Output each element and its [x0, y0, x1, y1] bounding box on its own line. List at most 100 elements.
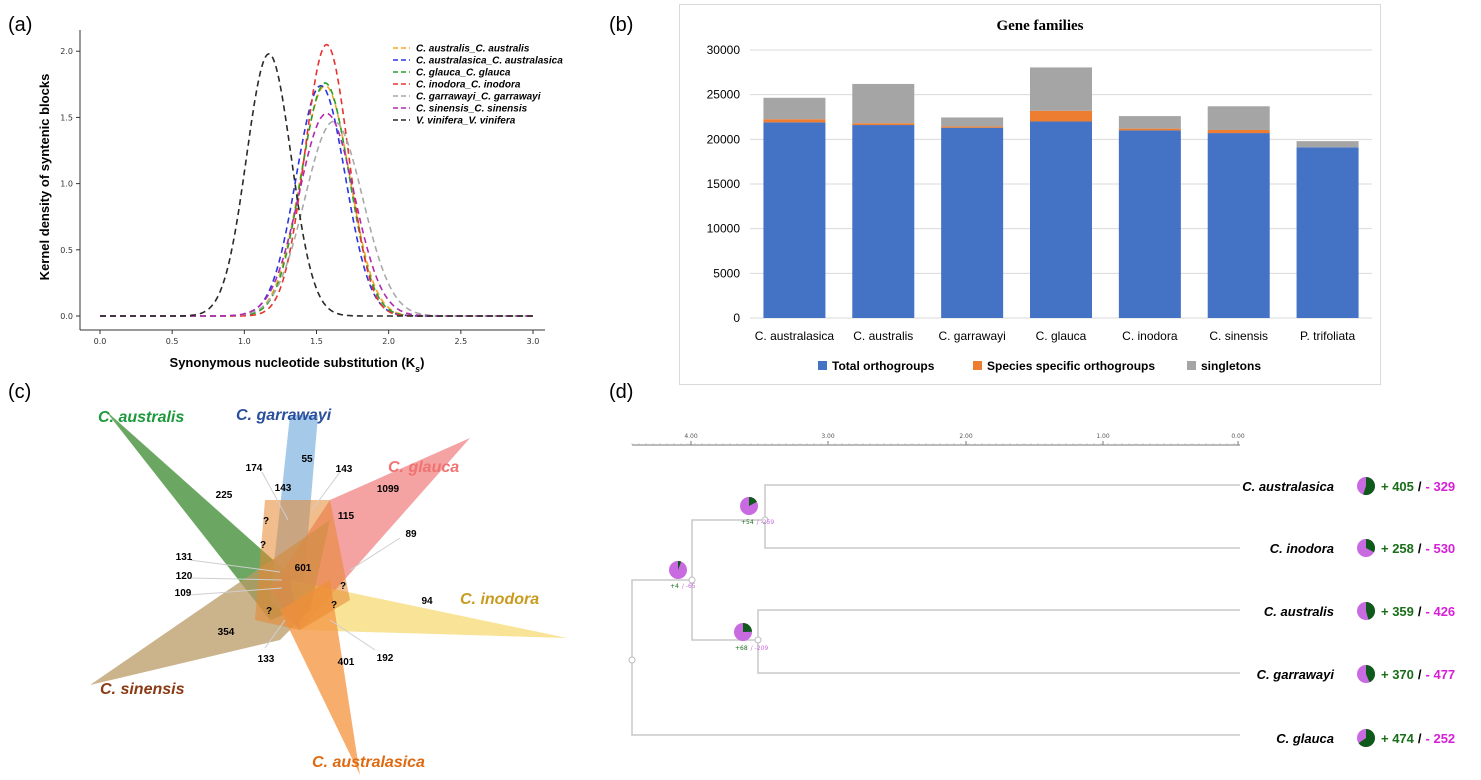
- leaf-gain-loss: + 258/- 530: [1381, 541, 1455, 556]
- petal-center: [255, 500, 350, 630]
- tree-branch: [691, 519, 765, 641]
- x-tick-label: 2.0: [382, 337, 395, 346]
- venn-count: 1099: [377, 484, 400, 495]
- bar-segment: [941, 127, 1004, 318]
- venn-count: 143: [275, 483, 292, 494]
- bar-segment: [1118, 130, 1181, 318]
- venn-set-label: C. sinensis: [100, 681, 185, 698]
- bar-segment: [852, 125, 915, 318]
- y-tick-label: 0.0: [60, 312, 73, 321]
- bar-segment: [1207, 133, 1270, 318]
- pie-chart-gain: [1366, 539, 1376, 553]
- legend-swatch: [1187, 361, 1196, 370]
- venn-set-label: C. australis: [98, 409, 184, 426]
- legend-entry: C. australasica_C. australasica: [416, 56, 563, 67]
- bar-segment: [1118, 128, 1181, 131]
- venn-set-label: C. australasica: [312, 754, 425, 771]
- panel-label-b: (b): [609, 14, 634, 36]
- venn-count: 55: [301, 454, 313, 465]
- tree-branch: [764, 484, 1240, 549]
- x-tick-label: 3.0: [527, 337, 540, 346]
- bar-segment: [1030, 121, 1092, 318]
- bar-segment: [1296, 141, 1359, 148]
- venn-count: 133: [258, 654, 275, 665]
- pie-chart-gain: [1358, 729, 1375, 747]
- pie-chart-gain: [743, 623, 752, 632]
- venn-count: ?: [340, 581, 346, 592]
- bar-segment: [852, 123, 915, 126]
- legend-entry: C. inodora_C. inodora: [416, 80, 521, 91]
- venn-count: 601: [295, 563, 312, 574]
- scale-tick-label: 1.00: [1096, 433, 1110, 440]
- venn-count: 225: [216, 490, 233, 501]
- tree-node: [688, 576, 696, 584]
- bar-segment: [763, 97, 826, 120]
- leaf-name: C. inodora: [1270, 541, 1334, 556]
- leaf-name: C. australis: [1264, 604, 1334, 619]
- bar-segment: [941, 126, 1004, 128]
- y-tick-label: 25000: [707, 88, 741, 102]
- petal-inodora: [290, 580, 567, 638]
- legend-swatch: [818, 361, 827, 370]
- node-gain-loss: +54/ -259: [741, 519, 774, 526]
- venn-count: 143: [336, 464, 353, 475]
- pie-chart-gain: [1366, 602, 1376, 620]
- bar-chart-frame: [679, 4, 1381, 385]
- density-chart: 0.0 0.5 1.0 1.5 2.0 2.5 3.0 0.0 0.5 1.0 1.5 2.0 Syno…: [37, 30, 563, 374]
- category-label: C. australis: [853, 329, 913, 343]
- scale-tick-label: 3.00: [821, 433, 835, 440]
- category-label: C. inodora: [1122, 329, 1178, 343]
- leaf-gain-loss: + 359/- 426: [1381, 604, 1455, 619]
- bar-segment: [941, 117, 1004, 127]
- leaf-gain-loss: + 405/- 329: [1381, 479, 1455, 494]
- legend-entry: C. glauca_C. glauca: [416, 68, 511, 79]
- legend-entry: V. vinifera_V. vinifera: [416, 116, 516, 127]
- y-tick-label: 20000: [707, 132, 741, 146]
- legend-entry: Total orthogroups: [832, 359, 935, 373]
- venn-count: 401: [338, 657, 355, 668]
- venn-leader-lines: [189, 471, 401, 651]
- bar-segment: [1207, 129, 1270, 134]
- venn-count: ?: [331, 600, 337, 611]
- venn-count: 115: [338, 511, 355, 522]
- tree-node: [628, 656, 636, 664]
- node-gain-loss: +4/ -65: [670, 583, 696, 590]
- tree-node: [754, 636, 762, 644]
- venn-diagram: C. australis C. garrawayi C. glauca C. inod…: [90, 407, 567, 775]
- tree-branch: [631, 579, 1240, 736]
- y-tick-label: 5000: [713, 266, 740, 280]
- bar-segment: [763, 122, 826, 318]
- venn-count: 120: [176, 571, 193, 582]
- y-tick-label: 0: [733, 311, 740, 325]
- venn-count: 94: [421, 596, 433, 607]
- leaf-name: C. glauca: [1276, 731, 1334, 746]
- bar-segment: [763, 119, 826, 123]
- bar-chart: Gene families 0 5000 10000 15000 20000 25000 30…: [707, 18, 1372, 373]
- x-axis-label: Synonymous nucleotide substitution (Ks): [170, 355, 425, 374]
- pie-chart-gain: [1366, 665, 1375, 683]
- node-gain-loss: +68/ -209: [735, 645, 768, 652]
- bar-segment: [852, 83, 915, 124]
- density-line: [100, 53, 533, 317]
- y-tick-label: 2.0: [60, 47, 73, 56]
- category-label: C. sinensis: [1209, 329, 1268, 343]
- venn-count: 174: [246, 463, 263, 474]
- phylogenetic-tree: 4.00 3.00 2.00 1.00 0.00 +4/ -65 +54/ -259 +68…: [628, 433, 1455, 747]
- bar-segment: [1030, 110, 1092, 122]
- legend-entry: singletons: [1201, 359, 1261, 373]
- panel-label-c: (c): [8, 381, 32, 403]
- pie-chart-gain: [1363, 477, 1375, 495]
- bar-segment: [1030, 67, 1092, 111]
- panel-label-d: (d): [609, 381, 634, 403]
- petal-australis: [105, 410, 310, 620]
- venn-count: ?: [260, 540, 266, 551]
- leaf-gain-loss: + 474/- 252: [1381, 731, 1455, 746]
- x-tick-label: 0.5: [166, 337, 179, 346]
- venn-count: ?: [266, 606, 272, 617]
- leaf-gain-loss: + 370/- 477: [1381, 667, 1455, 682]
- venn-count: 109: [175, 588, 192, 599]
- scale-tick-label: 4.00: [684, 433, 698, 440]
- legend-entry: Species specific orthogroups: [987, 359, 1155, 373]
- x-tick-label: 2.5: [454, 337, 467, 346]
- y-tick-label: 1.5: [60, 113, 73, 122]
